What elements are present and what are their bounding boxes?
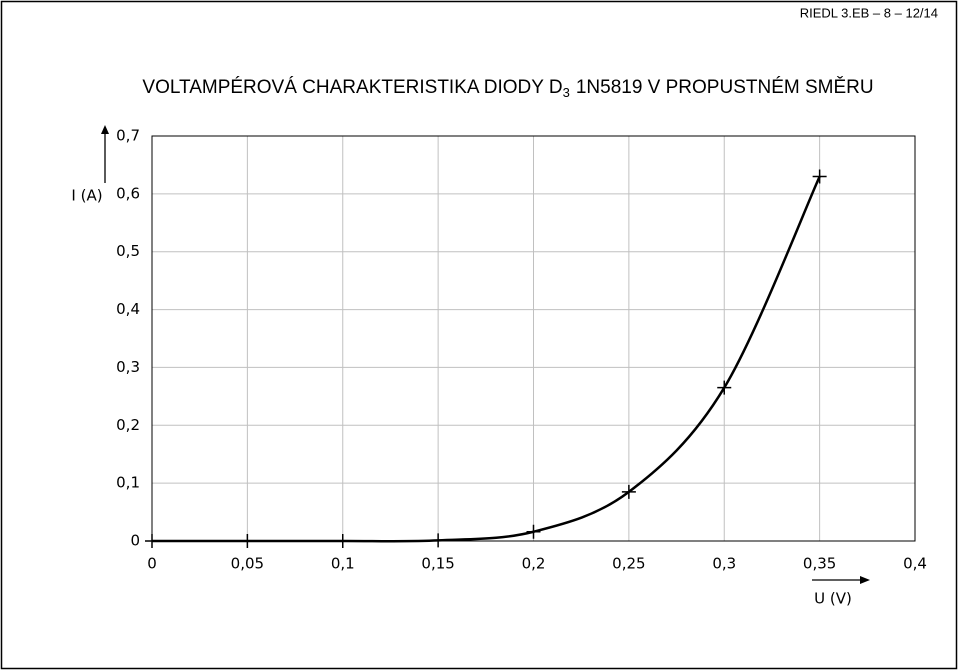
- y-tick-label: 0,3: [116, 358, 140, 376]
- title-main: VOLTAMPÉROVÁ CHARAKTERISTIKA DIODY D: [142, 77, 562, 98]
- x-axis-label: U (V): [814, 590, 852, 608]
- y-axis-label: I (A): [71, 187, 102, 205]
- x-tick-label: 0,35: [803, 555, 836, 573]
- point-marker: [240, 534, 255, 548]
- y-tick-label: 0,4: [116, 300, 140, 318]
- point-marker: [526, 524, 541, 539]
- x-tick-label: 0,15: [421, 555, 454, 573]
- y-tick-label: 0,5: [116, 242, 140, 260]
- x-tick-label: 0,1: [331, 555, 355, 573]
- point-marker: [812, 169, 827, 184]
- y-tick-label: 0,2: [116, 416, 140, 434]
- point-marker: [717, 380, 732, 395]
- x-tick-label: 0,4: [903, 555, 927, 573]
- y-tick-label: 0,1: [116, 474, 140, 492]
- y-tick-label: 0,6: [116, 184, 140, 202]
- header: RIEDL 3.EB – 8 – 12/14: [800, 5, 938, 20]
- point-marker: [621, 484, 636, 499]
- title-subscript: 3: [563, 85, 570, 100]
- x-tick-label: 0,2: [522, 555, 546, 573]
- plot-frame: [151, 135, 916, 542]
- y-tick-label: 0,7: [116, 127, 140, 145]
- title-rest: 1N5819 V PROPUSTNÉM SMĚRU: [576, 76, 874, 98]
- y-arrow-head: [101, 125, 109, 134]
- curve: [151, 175, 821, 543]
- chart-title: VOLTAMPÉROVÁ CHARAKTERISTIKA DIODY D3 1N5…: [142, 76, 873, 100]
- point-marker: [431, 533, 446, 548]
- x-tick-label: 0,05: [231, 555, 264, 573]
- x-arrow-head: [860, 576, 870, 584]
- point-marker: [145, 534, 159, 548]
- x-tick-label: 0,25: [612, 555, 645, 573]
- x-tick-label: 0,3: [712, 555, 736, 573]
- point-marker: [335, 534, 350, 548]
- y-tick-label: 0: [130, 532, 140, 550]
- x-tick-label: 0: [147, 555, 157, 573]
